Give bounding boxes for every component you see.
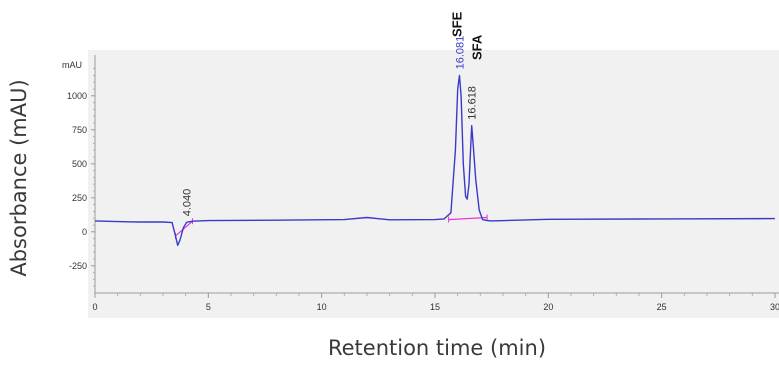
baseline-segment <box>175 220 193 237</box>
x-axis-ticks: 0 5 10 15 20 25 30 <box>92 293 779 312</box>
peak-compound-label: SFA <box>470 34 485 60</box>
x-tick-label: 15 <box>430 302 440 312</box>
peak-retention-label: 16.618 <box>467 86 479 120</box>
x-tick-label: 25 <box>657 302 667 312</box>
plot-area-background <box>88 50 779 318</box>
x-tick-label: 0 <box>92 302 97 312</box>
y-tick-label: 250 <box>72 193 87 203</box>
y-axis-title: Absorbance (mAU) <box>7 79 31 276</box>
signal-series <box>94 74 776 247</box>
y-tick-label: -250 <box>69 261 87 271</box>
y-tick-label: 750 <box>72 125 87 135</box>
x-tick-label: 10 <box>317 302 327 312</box>
signal-line <box>94 74 776 247</box>
y-tick-label: 0 <box>82 227 87 237</box>
x-tick-label: 30 <box>770 302 779 312</box>
y-tick-label: 500 <box>72 159 87 169</box>
peak-retention-label: 4.040 <box>182 189 194 217</box>
y-tick-label: 1000 <box>67 91 87 101</box>
x-tick-label: 5 <box>206 302 211 312</box>
baseline-segment <box>448 216 488 221</box>
y-axis-ticks: 1000 750 500 250 0 -250 <box>67 68 95 287</box>
x-axis-title: Retention time (min) <box>328 336 546 360</box>
x-tick-label: 20 <box>543 302 553 312</box>
peak-compound-label: SFE <box>450 11 465 37</box>
y-unit-label: mAU <box>62 60 82 70</box>
peak-retention-label: 16.081 <box>455 36 467 70</box>
